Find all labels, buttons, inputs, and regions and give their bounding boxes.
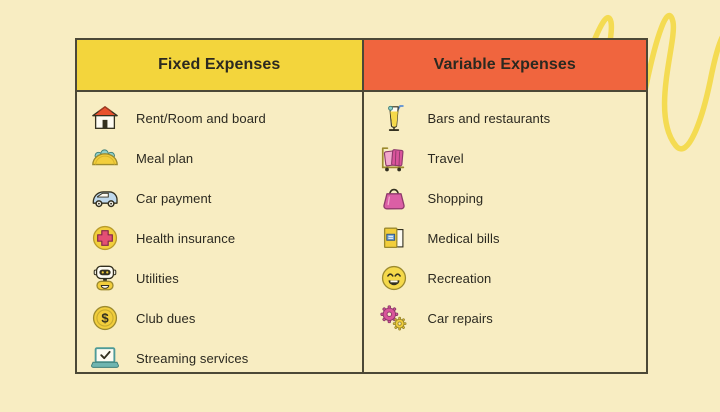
variable-expenses-header: Variable Expenses: [363, 40, 646, 92]
luggage-icon: [378, 142, 410, 174]
car-icon: [89, 182, 121, 214]
expenses-table: Fixed Expenses Rent/Room and board Meal p…: [75, 38, 648, 374]
expense-row: Bars and restaurants: [364, 98, 647, 138]
expense-label: Health insurance: [136, 230, 236, 246]
expense-row: Utilities: [77, 258, 362, 298]
expense-label: Rent/Room and board: [136, 110, 266, 126]
fixed-expenses-column: Fixed Expenses Rent/Room and board Meal p…: [77, 40, 362, 372]
expense-label: Club dues: [136, 310, 196, 326]
health-cross-icon: [89, 222, 121, 254]
expense-label: Medical bills: [427, 230, 500, 246]
expense-label: Meal plan: [136, 150, 194, 166]
expense-row: Medical bills: [364, 218, 647, 258]
fixed-expenses-header: Fixed Expenses: [77, 40, 362, 92]
house-icon: [89, 102, 121, 134]
robot-icon: [89, 262, 121, 294]
smiley-icon: [378, 262, 410, 294]
expense-row: Meal plan: [77, 138, 362, 178]
expense-row: Streaming services: [77, 338, 362, 378]
expense-label: Streaming services: [136, 350, 249, 366]
variable-expenses-list: Bars and restaurants Travel Shopping Medica…: [364, 92, 647, 372]
expense-label: Travel: [427, 150, 464, 166]
expense-label: Shopping: [427, 190, 484, 206]
dollar-coin-icon: [89, 302, 121, 334]
laptop-check-icon: [89, 342, 121, 374]
expense-row: Health insurance: [77, 218, 362, 258]
expense-row: Car payment: [77, 178, 362, 218]
expense-row: Shopping: [364, 178, 647, 218]
medical-bills-icon: [378, 222, 410, 254]
taco-icon: [89, 142, 121, 174]
expense-row: Rent/Room and board: [77, 98, 362, 138]
expense-label: Car payment: [136, 190, 212, 206]
expense-row: Recreation: [364, 258, 647, 298]
fixed-expenses-list: Rent/Room and board Meal plan Car payment H…: [77, 92, 362, 378]
expense-row: Club dues: [77, 298, 362, 338]
expense-label: Recreation: [427, 270, 492, 286]
expense-row: Travel: [364, 138, 647, 178]
expense-row: Car repairs: [364, 298, 647, 338]
cocktail-icon: [378, 102, 410, 134]
handbag-icon: [378, 182, 410, 214]
expense-label: Bars and restaurants: [427, 110, 551, 126]
variable-expenses-column: Variable Expenses Bars and restaurants Tr…: [361, 40, 647, 372]
expense-label: Car repairs: [427, 310, 493, 326]
gears-icon: [378, 302, 410, 334]
expense-label: Utilities: [136, 270, 179, 286]
